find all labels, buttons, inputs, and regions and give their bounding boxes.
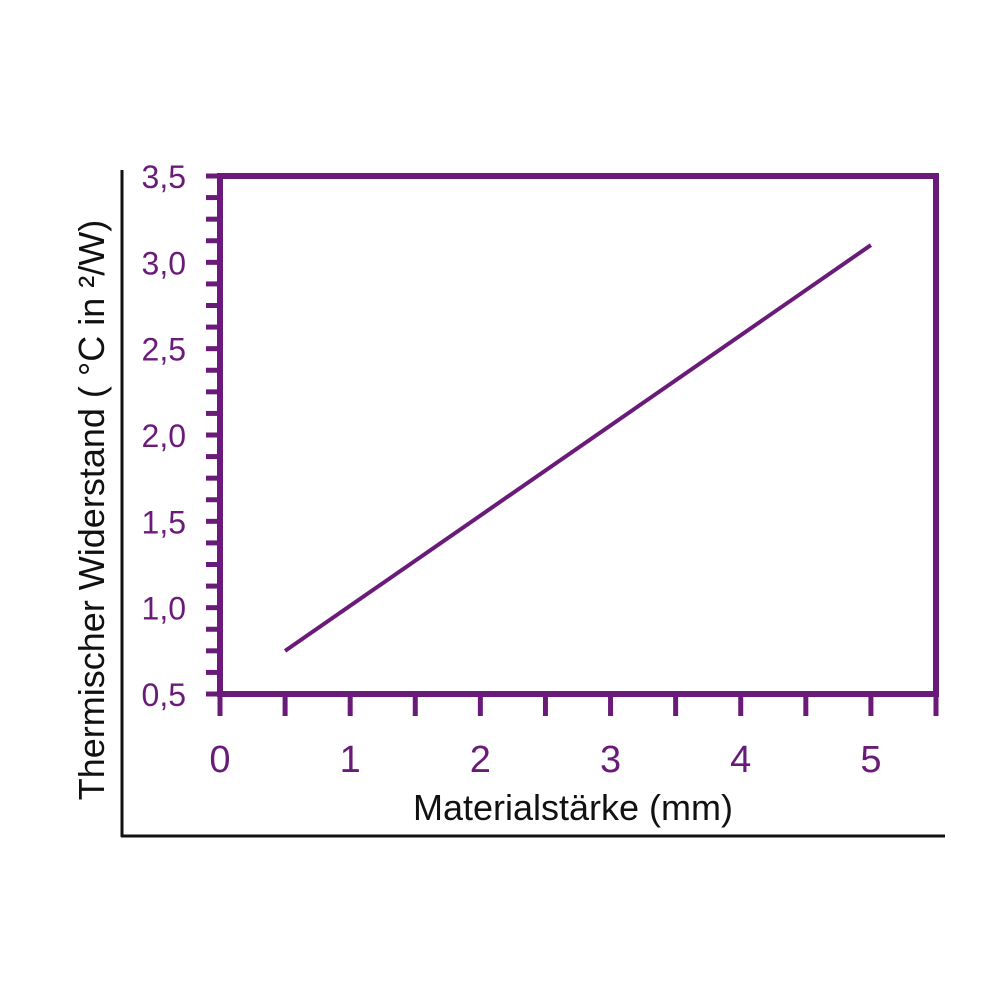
x-axis-ticks [217, 694, 939, 716]
y-axis-ticks [206, 173, 220, 697]
y-tick-label: 3,5 [142, 159, 186, 195]
x-tick-label: 1 [340, 739, 361, 781]
y-axis-title: Thermischer Widerstand ( °C in ²/W) [71, 220, 112, 800]
x-tick-label: 3 [600, 739, 621, 781]
series-line [283, 243, 873, 653]
y-tick-label: 1,5 [142, 504, 186, 540]
plot-frame [217, 173, 939, 697]
y-tick-label: 1,0 [142, 591, 186, 627]
x-tick-label: 4 [730, 739, 751, 781]
series-group [283, 243, 873, 653]
y-tick-label: 2,5 [142, 332, 186, 368]
x-tick-label: 5 [860, 739, 881, 781]
x-tick-labels: 0 1 2 3 4 5 [209, 739, 881, 781]
x-axis-title: Materialstärke (mm) [413, 787, 733, 828]
y-tick-label: 0,5 [142, 677, 186, 713]
y-tick-labels: 0,5 1,0 1,5 2,0 2,5 3,0 3,5 [142, 159, 186, 713]
x-tick-label: 2 [470, 739, 491, 781]
y-tick-label: 2,0 [142, 418, 186, 454]
x-tick-label: 0 [209, 739, 230, 781]
y-tick-label: 3,0 [142, 245, 186, 281]
